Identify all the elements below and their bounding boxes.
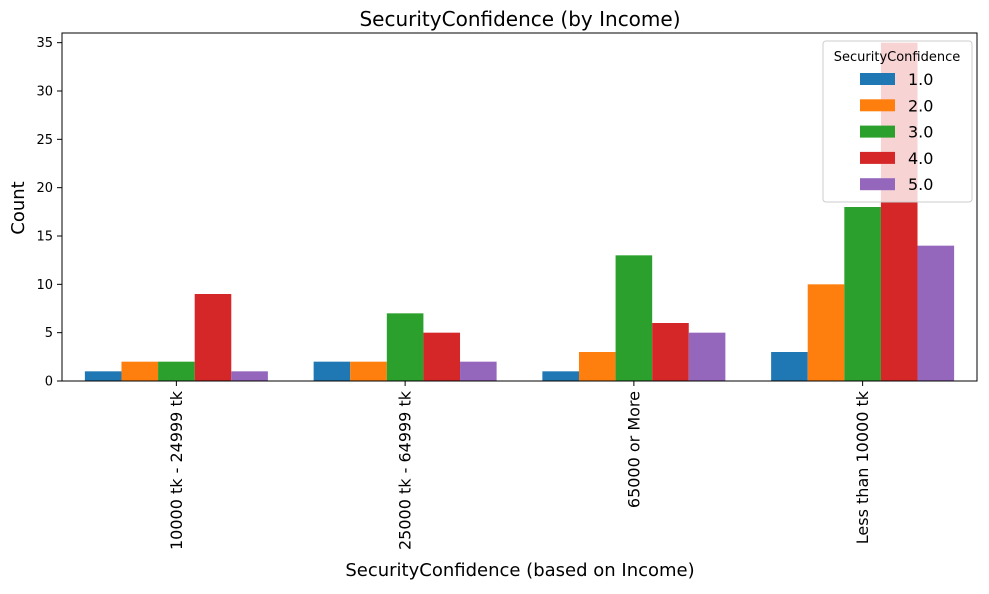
bar-3-series-1 [542, 371, 579, 381]
legend-entries: 1.0 2.0 3.0 4.0 5.0 [860, 70, 933, 194]
y-tick-label: 25 [36, 133, 53, 148]
bar-3-series-5 [688, 332, 726, 381]
bar-2-series-5 [460, 361, 497, 381]
bar-4-series-1 [771, 352, 808, 381]
bar-2-series-3 [386, 313, 424, 381]
legend-label: 3.0 [908, 123, 933, 142]
y-tick-label: 20 [36, 181, 53, 196]
legend-label: 2.0 [908, 96, 933, 115]
x-tick-label: Less than 10000 tk [853, 390, 872, 544]
bar-3-series-3 [615, 255, 653, 381]
legend-swatch [860, 99, 895, 112]
bars-layer [84, 42, 955, 382]
bar-3-series-2 [578, 352, 616, 381]
x-tick-label: 10000 tk - 24999 tk [167, 390, 186, 550]
legend-swatch [860, 125, 895, 138]
legend-swatch [860, 151, 895, 164]
legend-swatch [860, 73, 895, 85]
legend-box [822, 40, 973, 203]
x-tick-label: 65000 or More [624, 391, 643, 508]
legend-label: 1.0 [908, 70, 933, 89]
y-tick-label: 30 [36, 85, 53, 100]
y-tick-label: 0 [45, 375, 53, 390]
bar-1-series-2 [121, 361, 159, 381]
bar-1-series-4 [194, 294, 232, 381]
bar-4-series-3 [844, 207, 881, 381]
bar-1-series-5 [231, 371, 268, 381]
legend-label: 5.0 [908, 175, 933, 194]
bar-4-series-2 [807, 284, 845, 381]
bar-2-series-1 [313, 361, 351, 381]
legend-label: 4.0 [908, 149, 933, 168]
bar-2-series-2 [350, 361, 387, 381]
x-tick-label: 25000 tk - 64999 tk [396, 390, 415, 550]
y-tick-label: 5 [45, 326, 53, 341]
legend-swatch [860, 178, 895, 191]
bar-1-series-1 [84, 371, 122, 381]
y-tick-label: 10 [36, 278, 53, 293]
plot-frame [61, 32, 978, 382]
y-tick-label: 35 [36, 36, 53, 51]
legend-title: SecurityConfidence [834, 50, 960, 65]
bar-4-series-5 [917, 245, 955, 381]
y-tick-label: 15 [36, 230, 53, 245]
axes-layer: 0 5 10 15 20 25 30 35 10000 tk - 24999 tk 25000 t… [36, 32, 978, 550]
legend: SecurityConfidence 1.0 2.0 3.0 4.0 5.0 [822, 40, 973, 203]
bar-3-series-4 [652, 323, 689, 381]
bar-2-series-4 [423, 332, 461, 381]
y-axis-label: Count [8, 181, 29, 234]
bar-1-series-3 [158, 361, 195, 381]
chart-title: SecurityConfidence (by Income) [359, 7, 680, 31]
x-axis-label: SecurityConfidence (based on Income) [345, 560, 694, 581]
